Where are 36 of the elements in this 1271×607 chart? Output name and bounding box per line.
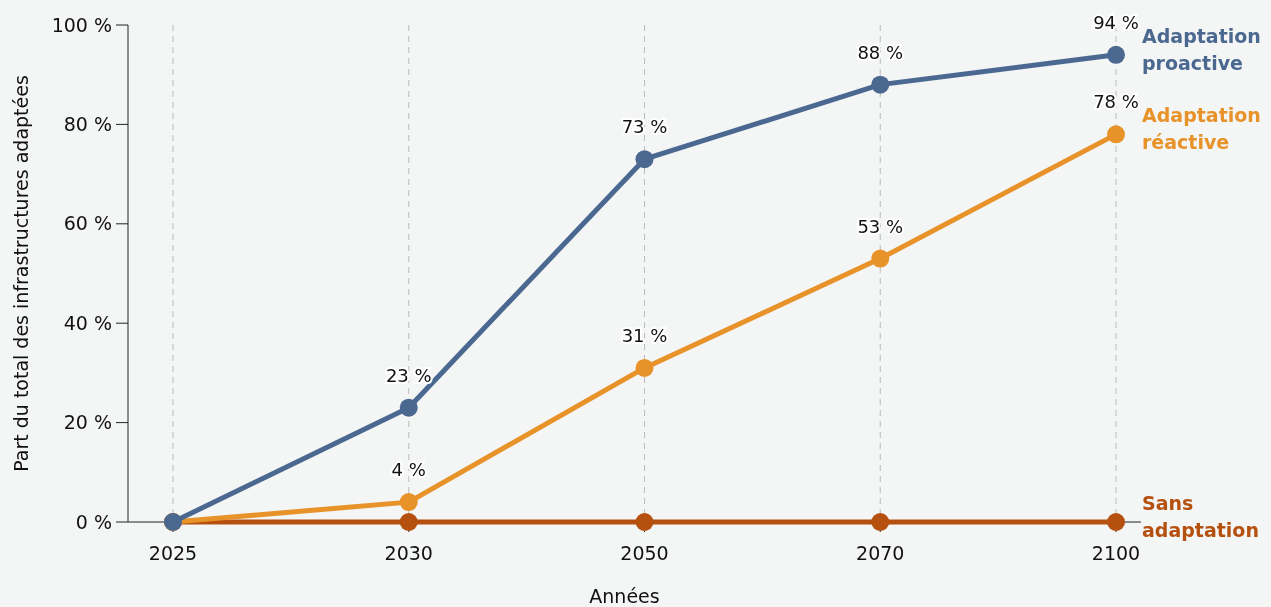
x-tick-label: 2100 (1091, 542, 1141, 564)
y-tick-label: 20 % (63, 411, 112, 434)
point (871, 513, 890, 531)
series-label: Sans adaptation (1142, 492, 1259, 541)
x-tick-label: 2030 (384, 542, 433, 564)
data-label: 73 % (621, 116, 668, 138)
y-tick-label: 0 % (75, 510, 112, 533)
point (871, 249, 890, 268)
x-axis-title: Années (589, 585, 660, 607)
data-label: 78 % (1093, 91, 1139, 113)
data-label: 4 % (391, 459, 426, 481)
point (399, 513, 418, 531)
data-label: 88 % (857, 41, 904, 63)
y-axis-title: Part du total des infrastructures adaptées (10, 75, 32, 472)
point (1107, 125, 1125, 144)
point (635, 513, 654, 531)
data-label: 53 % (857, 215, 904, 237)
point (1107, 513, 1125, 531)
x-tick-label: 2050 (620, 542, 669, 564)
point (399, 398, 418, 417)
y-tick-label: 60 % (63, 212, 112, 235)
x-tick-label: 2025 (148, 542, 198, 564)
y-tick-label: 40 % (63, 311, 112, 334)
point (1107, 45, 1125, 64)
point (635, 358, 654, 377)
data-label: 23 % (385, 364, 432, 386)
y-tick-label: 100 % (51, 13, 112, 36)
point (399, 493, 418, 512)
series-label: Adaptation proactive (1142, 24, 1261, 74)
x-tick-label: 2070 (856, 542, 905, 564)
y-tick-label: 80 % (63, 113, 112, 136)
data-label: 94 % (1093, 11, 1139, 33)
series-label: Adaptation réactive (1142, 104, 1261, 154)
data-label: 31 % (621, 324, 668, 346)
point (635, 150, 654, 169)
point (871, 75, 890, 94)
